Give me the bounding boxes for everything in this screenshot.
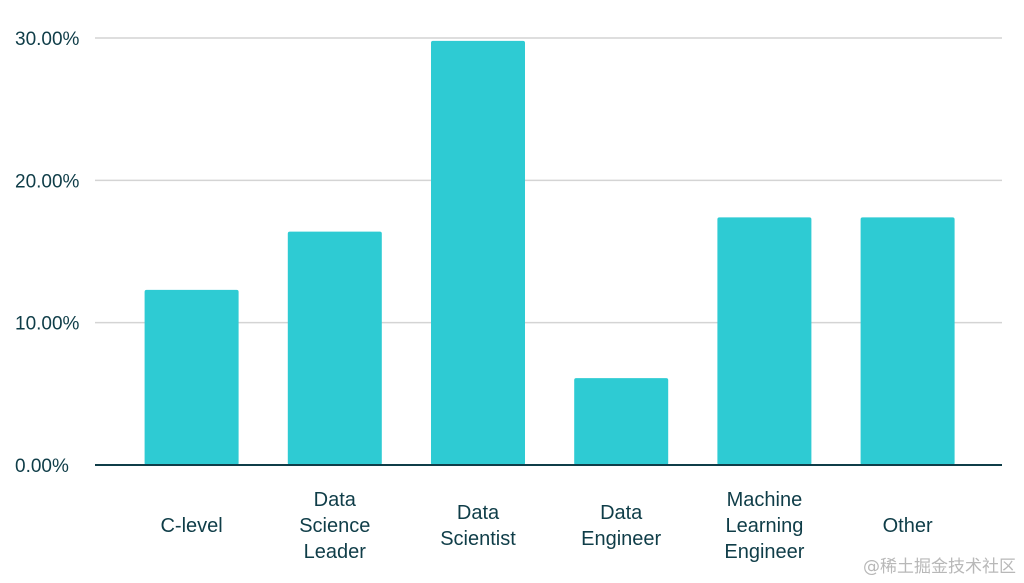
bar (574, 378, 669, 465)
bar (144, 289, 239, 465)
x-category-label: Other (883, 515, 933, 537)
bars (144, 40, 955, 465)
y-tick-label: 0.00% (15, 456, 69, 477)
x-category-label-line: Machine (727, 489, 803, 511)
watermark-text: @稀土掘金技术社区 (863, 557, 1016, 577)
x-category-label-line: C-level (160, 515, 222, 537)
x-category-label-line: Learning (725, 515, 803, 537)
x-category-label-line: Data (600, 502, 643, 524)
x-category-label: Data Science Leader (299, 489, 370, 563)
x-category-label-line: Scientist (440, 528, 516, 550)
y-tick-label: 30.00% (15, 29, 80, 50)
x-category-label-line: Data (457, 502, 500, 524)
x-category-label: Data Engineer (581, 502, 661, 550)
x-category-label-line: Engineer (724, 541, 804, 563)
bar (717, 217, 812, 465)
bar (287, 231, 382, 465)
x-category-label-line: Other (883, 515, 933, 537)
y-axis-ticks: 0.00% 10.00% 20.00% 30.00% (15, 29, 80, 477)
y-tick-label: 10.00% (15, 314, 80, 335)
x-category-label-line: Leader (304, 541, 367, 563)
gridlines (95, 37, 1002, 324)
x-category-label: Machine Learning Engineer (724, 489, 804, 563)
bar (431, 40, 525, 465)
x-category-label-line: Data (314, 489, 357, 511)
x-category-label-line: Science (299, 515, 370, 537)
x-category-label: C-level (160, 515, 222, 537)
x-category-label: Data Scientist (440, 502, 516, 550)
y-tick-label: 20.00% (15, 171, 80, 192)
bar (860, 217, 955, 465)
x-category-label-line: Engineer (581, 528, 661, 550)
